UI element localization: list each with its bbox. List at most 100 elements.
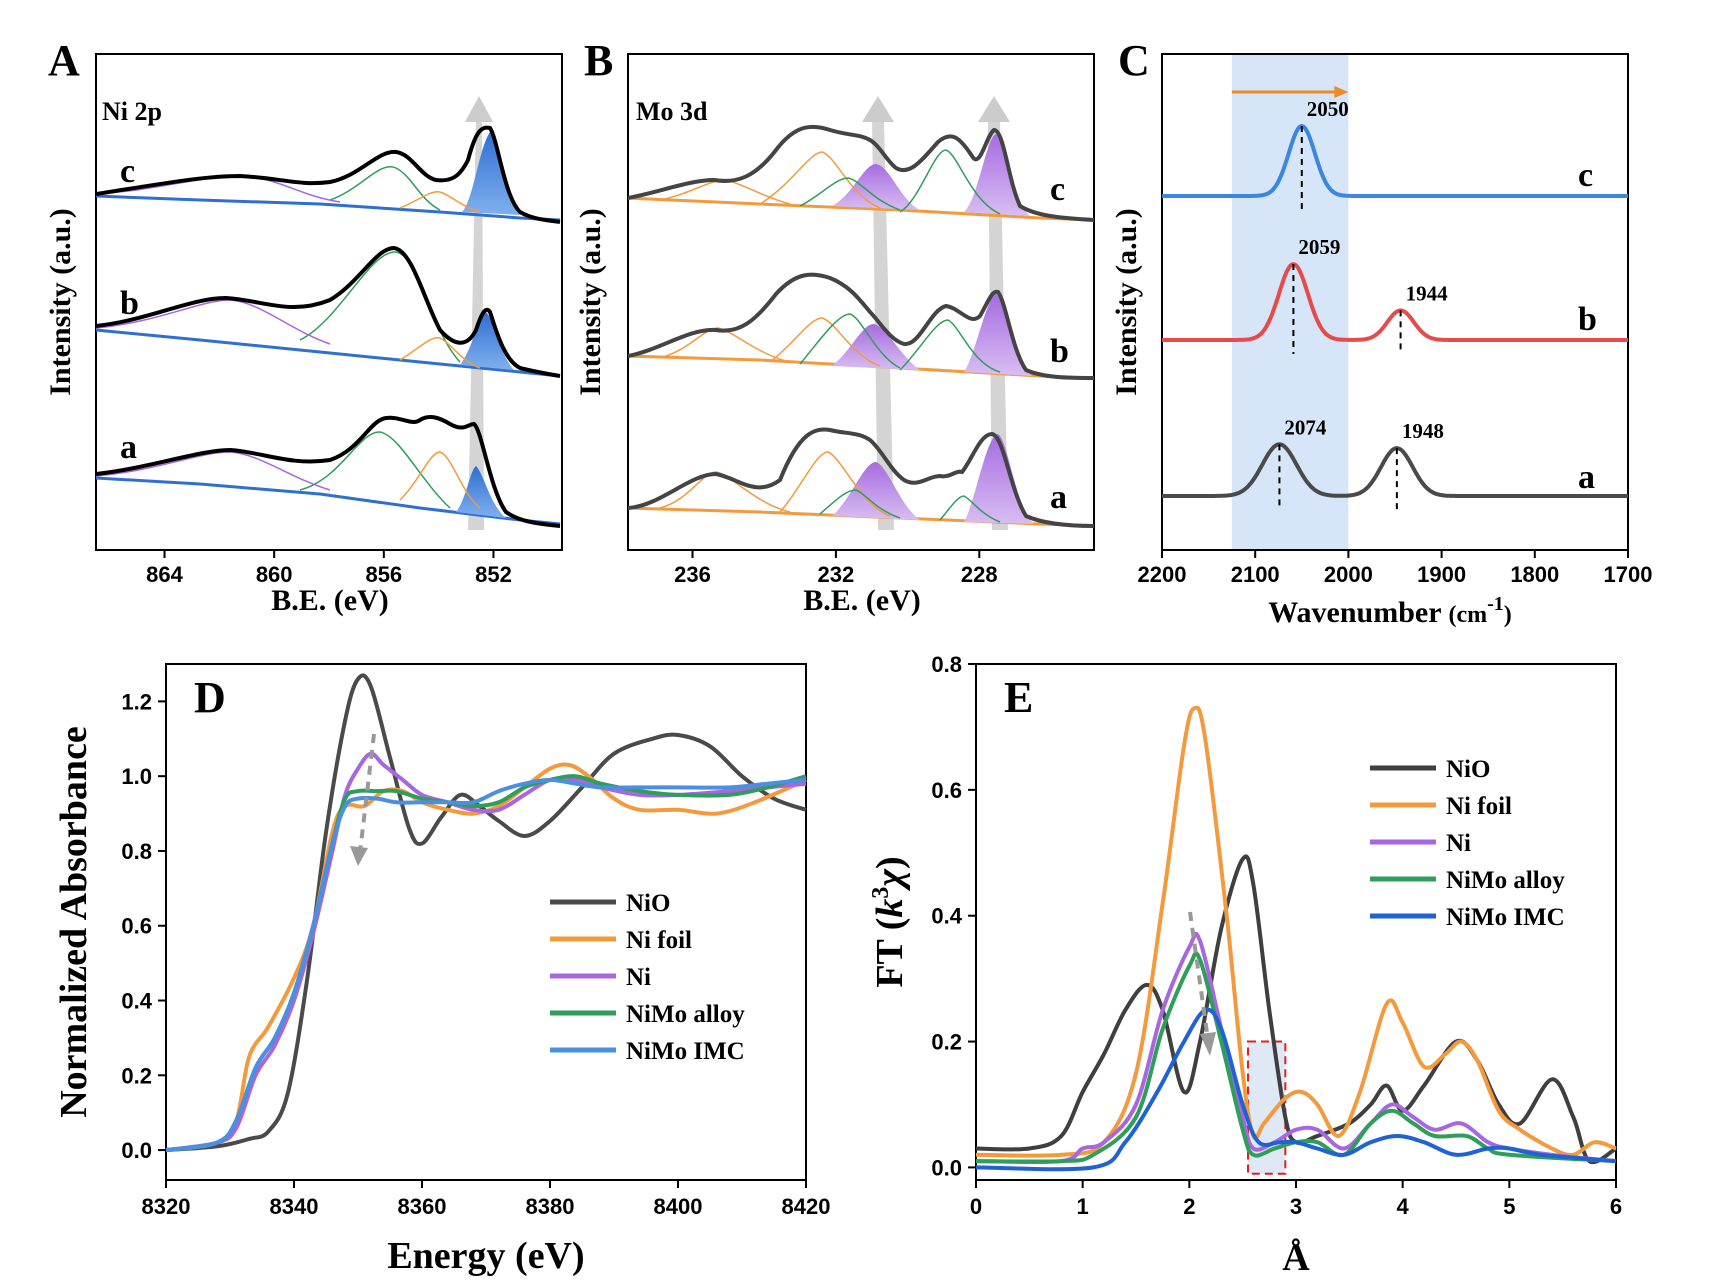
x-tick-label: 8380 [526,1194,575,1219]
panel-a-xps-ni2p: A Ni 2p c b a 864 860 856 852 B.E. (eV) [44,36,563,617]
ir-series-c [1162,123,1628,198]
x-tick-label: 2 [1183,1194,1195,1219]
x-tick-label: 2200 [1138,562,1187,587]
panel-label-b: B [584,36,613,85]
x-tick-label: 232 [818,562,855,587]
panel-d-trend-arrowhead [350,846,368,866]
panel-b-y-axis-label: Intensity (a.u.) [574,208,607,396]
panel-a-x-ticks: 864 860 856 852 [146,550,512,587]
panel-d-y-axis-label: Normalized Absorbance [53,726,95,1118]
series-ni-foil [975,705,1617,1158]
legend-label: NiMo alloy [1446,867,1565,894]
panel-d-frame [165,663,807,1181]
x-tick-label: 8340 [270,1194,319,1219]
panel-b-fit-orange-b-1 [659,327,791,363]
panel-e-trend-arrowhead [1200,1032,1216,1056]
panel-a-fit-green-a [299,431,451,509]
y-tick-label: 0.4 [931,904,962,929]
panel-b-annotation: Mo 3d [636,97,708,126]
panel-d-xanes: D NiO Ni foil Ni NiMo alloy NiMo IMC 8320 834… [53,663,830,1277]
x-tick-label: 1700 [1604,562,1653,587]
x-tick-label: 2100 [1231,562,1280,587]
x-tick-label: 8360 [398,1194,447,1219]
panel-e-exafs: E NiO Ni foil Ni NiMo alloy NiMo IMC 0 1 2 3 4 5 6… [868,652,1622,1279]
panel-label-e: E [1004,673,1033,722]
panel-b-trend-arrowhead-2 [978,96,1010,122]
panel-a-series-label-a: a [120,429,137,466]
panel-b-frame [627,53,1095,551]
legend-label: NiO [626,890,670,917]
panel-a-series-label-c: c [120,153,135,190]
y-tick-label: 0.6 [931,778,962,803]
panel-c-series-label-b: b [1578,301,1597,338]
panel-e-legend: NiO Ni foil Ni NiMo alloy NiMo IMC [1370,756,1565,931]
x-tick-label: 864 [146,562,183,587]
x-tick-label: 1800 [1510,562,1559,587]
series-ni-foil [165,762,807,1153]
x-tick-label: 8400 [654,1194,703,1219]
panel-e-x-axis-label: Å [1282,1237,1310,1279]
y-tick-label: 0.0 [121,1138,152,1163]
ir-peak-label: 2074 [1284,415,1327,439]
series-nimo-alloy [165,774,807,1153]
panel-b-envelope-c [627,124,1095,222]
panel-b-envelope-b [627,272,1095,380]
y-tick-label: 0.0 [931,1155,962,1180]
x-tick-label: 6 [1610,1194,1622,1219]
legend-label: Ni [1446,830,1471,857]
legend-label: NiMo IMC [1446,904,1565,931]
ir-peak-label: 2059 [1298,235,1340,259]
x-tick-label: 236 [674,562,711,587]
panel-b-peak-fill-c-2 [964,134,1030,216]
panel-a-baseline-b [95,328,561,378]
panel-b-series-label-a: a [1050,479,1067,516]
panel-b-fit-orange-c-2 [759,151,881,209]
ir-peak-label: 1944 [1406,281,1449,305]
panel-b-fit-green-c-2 [899,149,1001,215]
panel-c-x-axis-label: Wavenumber (cm-1) [1268,593,1512,629]
panel-a-envelope-a [95,415,561,528]
panel-b-x-axis-label: B.E. (eV) [803,584,920,617]
x-tick-label: 1900 [1417,562,1466,587]
panel-a-fit-orange-c [399,191,481,213]
panel-c-x-ticks: 2200 2100 2000 1900 1800 1700 [1138,550,1653,587]
panel-e-trend-arrow [1188,911,1210,1041]
panel-b-xps-mo3d: B Mo 3d c b [574,36,1095,617]
panel-a-envelope-b [95,245,561,378]
panel-b-peak-fill-b-2 [964,294,1032,376]
x-tick-label: 8320 [142,1194,191,1219]
x-tick-label: 228 [961,562,998,587]
panel-c-highlight-band [1231,54,1349,550]
panel-b-fit-green-b-1 [799,313,901,369]
y-tick-label: 0.4 [121,989,152,1014]
panel-a-frame [95,53,563,551]
y-tick-label: 0.6 [121,914,152,939]
panel-label-c: C [1118,36,1150,85]
panel-b-peak-fill-c-1 [832,164,920,210]
series-nimo-imc [165,777,807,1153]
panel-a-trend-arrowhead [465,96,493,122]
x-tick-label: 3 [1290,1194,1302,1219]
panel-b-trend-arrowhead-1 [862,96,894,122]
ir-peak-label: 1948 [1402,419,1444,443]
series-nio [975,854,1618,1165]
y-tick-label: 0.8 [121,839,152,864]
y-tick-label: 1.2 [121,689,152,714]
panel-b-peak-fill-a-1 [832,462,920,520]
ir-series-a [1162,442,1628,498]
series-nio [165,673,807,1153]
legend-label: NiMo alloy [626,1001,745,1028]
x-tick-label: 4 [1397,1194,1410,1219]
panel-b-fit-green-a-2 [939,495,1001,523]
panel-d-trend-arrow [358,733,376,853]
legend-label: Ni foil [626,927,692,954]
panel-c-curves: 2050 2059 1944 2074 1948 [1162,97,1628,510]
legend-label: NiMo IMC [626,1038,745,1065]
panel-a-peak-fill-b [460,312,514,370]
panel-a-fit-green-b [299,251,461,363]
legend-label: NiO [1446,756,1490,783]
series-nimo-imc [975,1007,1617,1172]
x-tick-label: 2000 [1324,562,1373,587]
panel-b-envelope-a [627,427,1095,528]
